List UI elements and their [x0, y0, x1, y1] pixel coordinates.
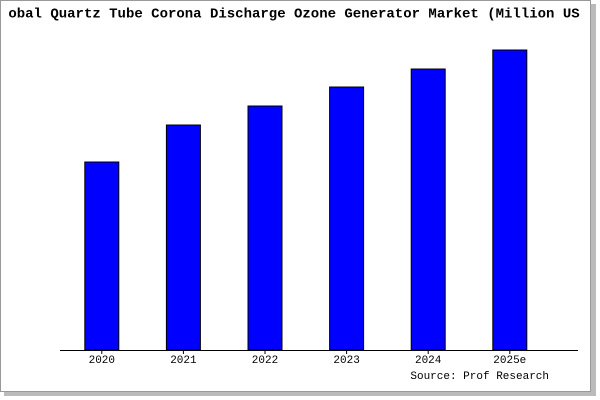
bar — [247, 105, 283, 351]
bar — [492, 49, 528, 351]
x-tick-label: 2024 — [415, 355, 442, 367]
bar — [329, 86, 365, 351]
source-note: Source: Prof Research — [410, 371, 549, 383]
x-tick-label: 2020 — [89, 355, 115, 367]
x-tick-label: 2022 — [252, 355, 278, 367]
bar — [84, 161, 120, 351]
x-tick-label: 2021 — [170, 355, 197, 367]
x-tick-label: 2025e — [493, 355, 526, 367]
chart-title: obal Quartz Tube Corona Discharge Ozone … — [8, 7, 579, 23]
x-tick-label: 2023 — [333, 355, 359, 367]
bar — [165, 124, 201, 351]
bar — [410, 68, 446, 351]
